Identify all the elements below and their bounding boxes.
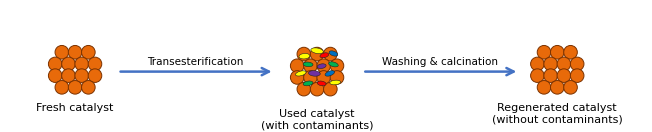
Circle shape bbox=[317, 59, 331, 73]
Circle shape bbox=[75, 69, 89, 82]
Circle shape bbox=[88, 69, 102, 82]
Circle shape bbox=[537, 45, 551, 59]
Ellipse shape bbox=[303, 81, 313, 86]
Circle shape bbox=[570, 57, 584, 71]
Circle shape bbox=[557, 57, 570, 71]
Circle shape bbox=[304, 59, 318, 73]
Circle shape bbox=[310, 47, 324, 61]
Text: Transesterification: Transesterification bbox=[147, 57, 244, 67]
Ellipse shape bbox=[317, 81, 326, 86]
Circle shape bbox=[550, 81, 564, 94]
Ellipse shape bbox=[295, 71, 306, 76]
Ellipse shape bbox=[311, 48, 323, 54]
Ellipse shape bbox=[330, 80, 340, 85]
Circle shape bbox=[290, 59, 304, 73]
Circle shape bbox=[564, 81, 577, 94]
Circle shape bbox=[537, 81, 551, 94]
Circle shape bbox=[330, 71, 344, 84]
Text: Fresh catalyst: Fresh catalyst bbox=[37, 103, 114, 113]
Circle shape bbox=[544, 57, 557, 71]
Circle shape bbox=[564, 45, 577, 59]
Text: Used catalyst
(with contaminants): Used catalyst (with contaminants) bbox=[261, 109, 374, 130]
Circle shape bbox=[570, 69, 584, 82]
Ellipse shape bbox=[317, 64, 326, 69]
Text: Regenerated catalyst
(without contaminants): Regenerated catalyst (without contaminan… bbox=[492, 103, 623, 125]
Circle shape bbox=[531, 57, 544, 71]
Circle shape bbox=[48, 69, 62, 82]
Circle shape bbox=[62, 69, 75, 82]
Ellipse shape bbox=[329, 62, 338, 67]
Circle shape bbox=[55, 81, 68, 94]
Ellipse shape bbox=[308, 71, 320, 76]
Circle shape bbox=[82, 81, 95, 94]
Circle shape bbox=[297, 82, 310, 96]
Circle shape bbox=[68, 81, 82, 94]
Circle shape bbox=[531, 69, 544, 82]
Circle shape bbox=[55, 45, 68, 59]
Circle shape bbox=[297, 47, 310, 61]
Circle shape bbox=[310, 82, 324, 96]
Ellipse shape bbox=[329, 51, 338, 56]
Circle shape bbox=[304, 71, 318, 84]
Circle shape bbox=[62, 57, 75, 71]
Ellipse shape bbox=[320, 53, 329, 58]
Circle shape bbox=[323, 47, 337, 61]
Circle shape bbox=[323, 82, 337, 96]
Circle shape bbox=[317, 71, 331, 84]
Circle shape bbox=[48, 57, 62, 71]
Circle shape bbox=[290, 71, 304, 84]
Circle shape bbox=[75, 57, 89, 71]
Ellipse shape bbox=[299, 53, 310, 59]
Ellipse shape bbox=[325, 71, 334, 76]
Circle shape bbox=[557, 69, 570, 82]
Circle shape bbox=[82, 45, 95, 59]
Circle shape bbox=[544, 69, 557, 82]
Circle shape bbox=[88, 57, 102, 71]
Circle shape bbox=[550, 45, 564, 59]
Circle shape bbox=[68, 45, 82, 59]
Text: Washing & calcination: Washing & calcination bbox=[382, 57, 498, 67]
Ellipse shape bbox=[303, 62, 313, 67]
Circle shape bbox=[330, 59, 344, 73]
